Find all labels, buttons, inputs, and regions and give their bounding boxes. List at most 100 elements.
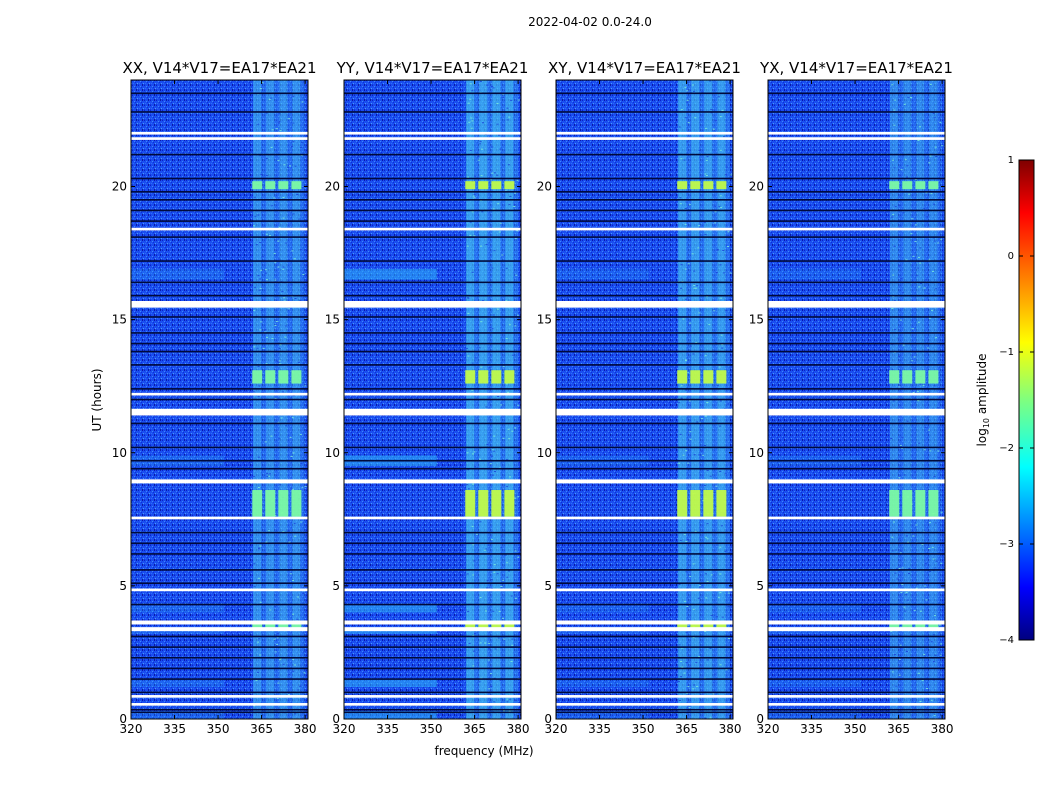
rfi-speckle	[705, 159, 708, 161]
rfi-speckle	[510, 99, 513, 101]
bright-rfi-block	[278, 490, 289, 517]
rfi-speckle	[300, 462, 303, 464]
rfi-speckle	[506, 107, 509, 109]
rfi-speckle	[928, 548, 931, 549]
rfi-speckle	[278, 121, 281, 122]
rfi-speckle	[891, 308, 894, 310]
rfi-speckle	[485, 610, 487, 612]
bright-rfi-block	[690, 370, 701, 384]
flag-dark-line	[556, 635, 733, 638]
bright-rfi-block	[478, 181, 489, 190]
bright-rfi-block	[677, 181, 688, 190]
rfi-speckle	[266, 336, 268, 338]
rfi-speckle	[517, 375, 520, 377]
rfi-speckle	[489, 327, 492, 328]
flag-dark-line	[344, 388, 521, 390]
rfi-speckle	[276, 643, 279, 645]
x-tick-label: 365	[463, 722, 486, 736]
flag-dark-line	[556, 294, 733, 297]
rfi-speckle	[509, 476, 511, 478]
rfi-speckle	[296, 194, 299, 195]
rfi-speckle	[689, 575, 692, 577]
rfi-speckle	[477, 662, 480, 664]
y-tick-label: 15	[537, 313, 552, 327]
rfi-speckle	[698, 584, 701, 586]
flag-dark-line	[768, 260, 945, 262]
rfi-speckle	[678, 583, 681, 585]
rfi-speckle	[901, 584, 904, 586]
rfi-speckle	[689, 431, 692, 433]
flag-dark-line	[131, 209, 308, 212]
rfi-speckle	[716, 616, 718, 618]
rfi-speckle	[490, 539, 493, 541]
rfi-speckle	[715, 705, 718, 707]
rfi-speckle	[678, 644, 681, 646]
rfi-speckle	[466, 245, 469, 247]
rfi-speckle	[491, 86, 494, 87]
rfi-speckle	[287, 128, 290, 130]
rfi-speckle	[501, 254, 504, 256]
bright-rfi-block	[703, 490, 714, 517]
rfi-speckle	[704, 355, 707, 357]
rfi-speckle	[933, 117, 936, 119]
rfi-speckle	[694, 117, 697, 119]
bright-rfi-block	[915, 370, 926, 384]
bright-rfi-block	[252, 490, 263, 517]
bright-rfi-block	[915, 490, 926, 517]
rfi-speckle	[921, 543, 924, 545]
rfi-speckle	[298, 361, 300, 363]
rfi-speckle	[507, 164, 510, 166]
rfi-speckle	[508, 324, 511, 326]
rfi-speckle	[714, 211, 717, 213]
rfi-speckle	[493, 701, 496, 703]
rfi-speckle	[290, 455, 293, 457]
flag-dark-line	[344, 191, 521, 193]
flag-dark-line	[768, 569, 945, 571]
rfi-speckle	[899, 319, 902, 321]
rfi-speckle	[892, 274, 895, 276]
rfi-speckle	[917, 140, 920, 141]
rfi-speckle	[713, 310, 716, 312]
rfi-speckle	[681, 666, 684, 668]
rfi-speckle	[705, 175, 708, 176]
y-tick-label: 0	[119, 712, 127, 726]
flag-dark-line	[768, 350, 945, 353]
rfi-speckle	[918, 672, 920, 674]
flag-dark-line	[556, 281, 733, 284]
rfi-speckle	[686, 99, 689, 101]
rfi-speckle	[253, 346, 256, 348]
rfi-speckle	[284, 336, 287, 338]
flag-dark-line	[556, 199, 733, 201]
rfi-speckle	[685, 662, 688, 664]
rfi-speckle	[471, 211, 474, 213]
rfi-speckle	[265, 175, 268, 177]
rfi-speckle	[928, 162, 931, 164]
rfi-speckle	[265, 158, 268, 159]
rfi-speckle	[278, 360, 281, 362]
x-tick-label: 365	[250, 722, 273, 736]
rfi-speckle	[273, 638, 276, 640]
rfi-speckle	[277, 266, 280, 268]
rfi-speckle	[911, 698, 914, 700]
rfi-speckle	[694, 530, 697, 532]
rfi-speckle	[920, 282, 922, 284]
rfi-speckle	[727, 592, 730, 594]
rfi-speckle	[493, 250, 496, 252]
rfi-speckle	[697, 247, 700, 249]
rfi-speckle	[262, 347, 265, 349]
rfi-speckle	[702, 500, 705, 502]
rfi-speckle	[919, 262, 922, 264]
rfi-speckle	[909, 361, 912, 363]
flag-dark-line	[131, 459, 308, 462]
rfi-speckle	[898, 356, 901, 358]
data-gap	[344, 695, 521, 698]
rfi-speckle	[934, 522, 937, 524]
rfi-speckle	[923, 207, 926, 209]
rfi-speckle	[715, 353, 718, 355]
flag-dark-line	[556, 209, 733, 212]
rfi-speckle	[467, 488, 470, 490]
rfi-speckle	[891, 84, 894, 86]
rfi-speckle	[916, 583, 919, 585]
rfi-speckle	[291, 489, 294, 491]
y-tick-label: 20	[537, 180, 552, 194]
